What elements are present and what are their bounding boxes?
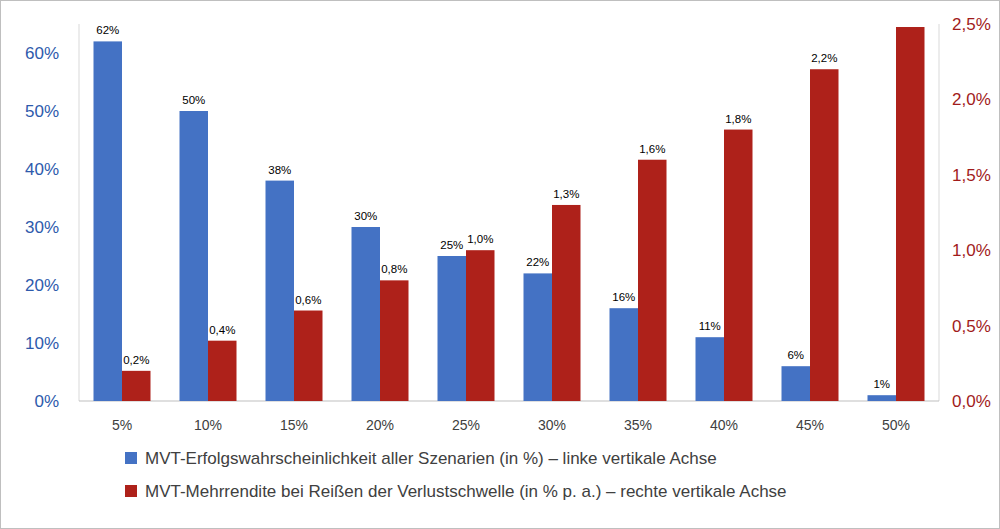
data-label: 30% — [354, 210, 377, 222]
bar — [180, 111, 209, 401]
bar — [638, 160, 667, 401]
data-label: 62% — [96, 24, 119, 36]
bar — [610, 308, 639, 401]
data-label: 0,8% — [381, 263, 407, 275]
data-label: 25% — [440, 239, 463, 251]
data-label: 11% — [699, 320, 721, 332]
bar — [380, 280, 409, 401]
tick-label: 50% — [25, 102, 59, 121]
legend-swatch — [125, 452, 137, 464]
bar — [524, 273, 553, 401]
bar — [466, 250, 495, 401]
category-label: 5% — [112, 417, 132, 433]
tick-label: 30% — [25, 218, 59, 237]
legend: MVT-Erfolgswahrscheinlichkeit aller Szen… — [125, 449, 787, 501]
left-axis-line — [79, 24, 80, 401]
bar — [438, 256, 467, 401]
data-label: 0,2% — [123, 354, 149, 366]
bar — [352, 227, 381, 401]
category-label: 45% — [796, 417, 824, 433]
tick-label: 2,5% — [952, 15, 991, 34]
data-label: 1,8% — [725, 113, 751, 125]
tick-label: 2,0% — [952, 90, 991, 109]
category-label: 35% — [624, 417, 652, 433]
legend-swatch — [125, 485, 137, 497]
bar — [94, 41, 123, 401]
bar — [782, 366, 811, 401]
tick-label: 60% — [25, 44, 59, 63]
bar — [294, 311, 323, 401]
chart-frame: {"chart_data": { "type": "bar", "categor… — [0, 0, 1000, 529]
data-label: 1,6% — [639, 143, 665, 155]
tick-label: 1,5% — [952, 166, 991, 185]
bar — [122, 371, 151, 401]
bar — [208, 341, 237, 401]
tick-label: 20% — [25, 276, 59, 295]
tick-label: 0% — [34, 392, 59, 411]
category-label: 25% — [452, 417, 480, 433]
tick-label: 0,5% — [952, 317, 991, 336]
data-label: 1% — [873, 378, 890, 390]
category-label: 20% — [366, 417, 394, 433]
data-label: 50% — [182, 94, 205, 106]
bars — [94, 27, 925, 401]
bar — [724, 130, 753, 401]
chart: 0% 10% 20% 30% 40% 50% 60% 0,0% 0,5% 1,0% 1,5% 2,0%… — [1, 1, 999, 528]
data-label: 22% — [526, 256, 549, 268]
data-label: 16% — [612, 291, 635, 303]
category-label: 30% — [538, 417, 566, 433]
tick-label: 10% — [25, 334, 59, 353]
bar — [552, 205, 581, 401]
data-label: 6% — [787, 349, 804, 361]
bar — [266, 181, 295, 401]
tick-label: 40% — [25, 160, 59, 179]
category-label: 50% — [882, 417, 910, 433]
data-label: 1,3% — [553, 188, 579, 200]
tick-label: 1,0% — [952, 241, 991, 260]
legend-label: MVT-Erfolgswahrscheinlichkeit aller Szen… — [145, 449, 717, 468]
bar — [896, 27, 925, 401]
data-labels: 62% 50% 38% 30% 25% 22% 16% 11% 6% 1% 0,2% 0,4% 0,6%… — [96, 24, 890, 390]
legend-label: MVT-Mehrrendite bei Reißen der Verlustsc… — [145, 482, 787, 501]
data-label: 0,6% — [295, 294, 321, 306]
category-label: 40% — [710, 417, 738, 433]
category-label: 15% — [280, 417, 308, 433]
bar — [810, 69, 839, 401]
right-axis-line — [939, 24, 940, 401]
bar — [696, 337, 725, 401]
data-label: 38% — [268, 164, 291, 176]
data-label: 2,2% — [811, 52, 837, 64]
data-label: 1,0% — [467, 233, 493, 245]
data-label: 0,4% — [209, 324, 235, 336]
bar — [868, 395, 897, 401]
category-label: 10% — [194, 417, 222, 433]
tick-label: 0,0% — [952, 392, 991, 411]
